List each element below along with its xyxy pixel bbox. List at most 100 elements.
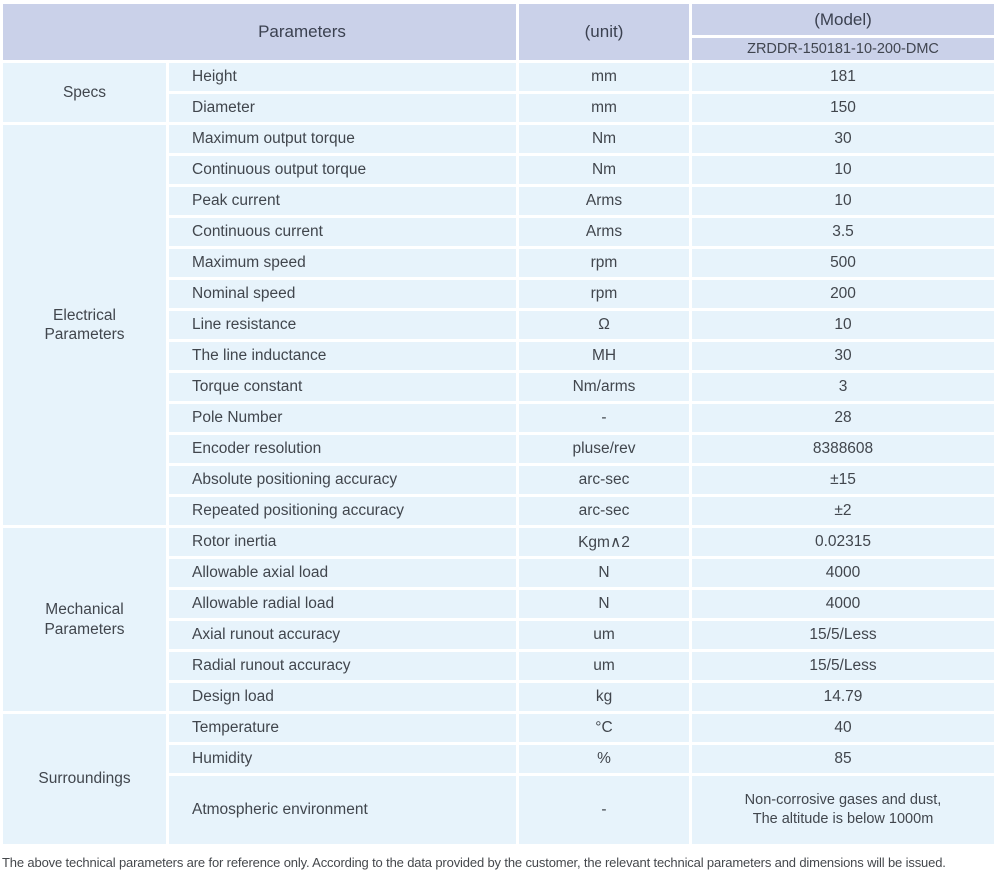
parameter-name: Maximum output torque	[169, 125, 516, 153]
unit-cell: Arms	[519, 218, 689, 246]
unit-cell: MH	[519, 342, 689, 370]
value-cell: 500	[692, 249, 994, 277]
unit-cell: mm	[519, 94, 689, 122]
table-row: Axial runout accuracy um 15/5/Less	[3, 621, 994, 649]
value-cell: 4000	[692, 559, 994, 587]
table-row: Radial runout accuracy um 15/5/Less	[3, 652, 994, 680]
unit-cell: rpm	[519, 249, 689, 277]
parameter-name: Allowable axial load	[169, 559, 516, 587]
table-row: Encoder resolution pluse/rev 8388608	[3, 435, 994, 463]
table-row: Design load kg 14.79	[3, 683, 994, 711]
value-cell: 14.79	[692, 683, 994, 711]
value-cell: 30	[692, 125, 994, 153]
parameter-name: The line inductance	[169, 342, 516, 370]
unit-cell: N	[519, 590, 689, 618]
parameter-name: Repeated positioning accuracy	[169, 497, 516, 525]
unit-cell: um	[519, 652, 689, 680]
parameter-name: Rotor inertia	[169, 528, 516, 556]
value-cell: ±15	[692, 466, 994, 494]
table-row: Continuous current Arms 3.5	[3, 218, 994, 246]
unit-cell: °C	[519, 714, 689, 742]
value-cell: 8388608	[692, 435, 994, 463]
category-cell: Mechanical Parameters	[3, 528, 166, 711]
value-cell: 3.5	[692, 218, 994, 246]
value-cell: Non-corrosive gases and dust, The altitu…	[692, 776, 994, 844]
table-row: Absolute positioning accuracy arc-sec ±15	[3, 466, 994, 494]
table-row: Atmospheric environment - Non-corrosive ga…	[3, 776, 994, 844]
value-cell: 10	[692, 311, 994, 339]
value-cell: 4000	[692, 590, 994, 618]
unit-column-header: (unit)	[519, 4, 689, 60]
table-row: Repeated positioning accuracy arc-sec ±2	[3, 497, 994, 525]
parameter-name: Atmospheric environment	[169, 776, 516, 844]
table-row: The line inductance MH 30	[3, 342, 994, 370]
value-cell: ±2	[692, 497, 994, 525]
unit-cell: Nm	[519, 156, 689, 184]
table-row: Nominal speed rpm 200	[3, 280, 994, 308]
unit-cell: arc-sec	[519, 497, 689, 525]
value-cell: 15/5/Less	[692, 652, 994, 680]
table-row: Allowable axial load N 4000	[3, 559, 994, 587]
unit-cell: Ω	[519, 311, 689, 339]
parameters-column-header: Parameters	[3, 4, 516, 60]
table-row: Allowable radial load N 4000	[3, 590, 994, 618]
parameter-name: Axial runout accuracy	[169, 621, 516, 649]
unit-cell: um	[519, 621, 689, 649]
unit-cell: mm	[519, 63, 689, 91]
parameter-name: Height	[169, 63, 516, 91]
unit-cell: %	[519, 745, 689, 773]
category-cell: Specs	[3, 63, 166, 122]
unit-cell: Nm	[519, 125, 689, 153]
table-row: Specs Height mm 181	[3, 63, 994, 122]
table-row: Line resistance Ω 10	[3, 311, 994, 339]
parameter-name: Design load	[169, 683, 516, 711]
parameter-name: Continuous output torque	[169, 156, 516, 184]
table-row: Mechanical Parameters Rotor inertia Kgm∧2 0…	[3, 528, 994, 711]
unit-cell: rpm	[519, 280, 689, 308]
unit-cell: arc-sec	[519, 466, 689, 494]
table-row: Surroundings Temperature °C 40	[3, 714, 994, 844]
value-cell: 0.02315	[692, 528, 994, 556]
value-cell: 3	[692, 373, 994, 401]
parameter-name: Line resistance	[169, 311, 516, 339]
table-row: Maximum speed rpm 500	[3, 249, 994, 277]
value-cell: 181	[692, 63, 994, 91]
parameter-name: Maximum speed	[169, 249, 516, 277]
table-header: Parameters (unit) (Model) ZRDDR-150181-1…	[3, 4, 994, 60]
unit-cell: N	[519, 559, 689, 587]
table-row: Humidity% 85	[3, 745, 994, 773]
value-cell: 150	[692, 94, 994, 122]
parameter-name: Diameter	[169, 94, 516, 122]
unit-cell: Kgm∧2	[519, 528, 689, 556]
value-cell: 40	[692, 714, 994, 742]
value-cell: 85	[692, 745, 994, 773]
value-cell: 28	[692, 404, 994, 432]
table-body: Specs Height mm 181 Diameter mm 150 Electrical …	[3, 63, 994, 844]
header-row-2: ZRDDR-150181-10-200-DMC	[3, 38, 994, 60]
model-number: ZRDDR-150181-10-200-DMC	[692, 38, 994, 60]
header-row-1: Parameters (unit) (Model)	[3, 4, 994, 60]
unit-cell: pluse/rev	[519, 435, 689, 463]
parameter-name: Humidity	[169, 745, 516, 773]
parameter-name: Radial runout accuracy	[169, 652, 516, 680]
unit-cell: -	[519, 404, 689, 432]
parameter-name: Encoder resolution	[169, 435, 516, 463]
parameters-table: Parameters (unit) (Model) ZRDDR-150181-1…	[0, 1, 997, 847]
unit-cell: Nm/arms	[519, 373, 689, 401]
table-row: Peak current Arms 10	[3, 187, 994, 215]
parameter-name: Torque constant	[169, 373, 516, 401]
parameter-name: Continuous current	[169, 218, 516, 246]
category-cell: Electrical Parameters	[3, 125, 166, 525]
parameter-name: Temperature	[169, 714, 516, 742]
value-cell: 10	[692, 187, 994, 215]
table-row: Pole Number -28	[3, 404, 994, 432]
value-cell: 200	[692, 280, 994, 308]
table-row: Torque constant Nm/arms 3	[3, 373, 994, 401]
value-cell: 30	[692, 342, 994, 370]
model-column-header: (Model)	[692, 4, 994, 35]
category-cell: Surroundings	[3, 714, 166, 844]
table-row: Continuous output torque Nm 10	[3, 156, 994, 184]
table-row: Diameter mm 150	[3, 94, 994, 122]
value-cell: 15/5/Less	[692, 621, 994, 649]
